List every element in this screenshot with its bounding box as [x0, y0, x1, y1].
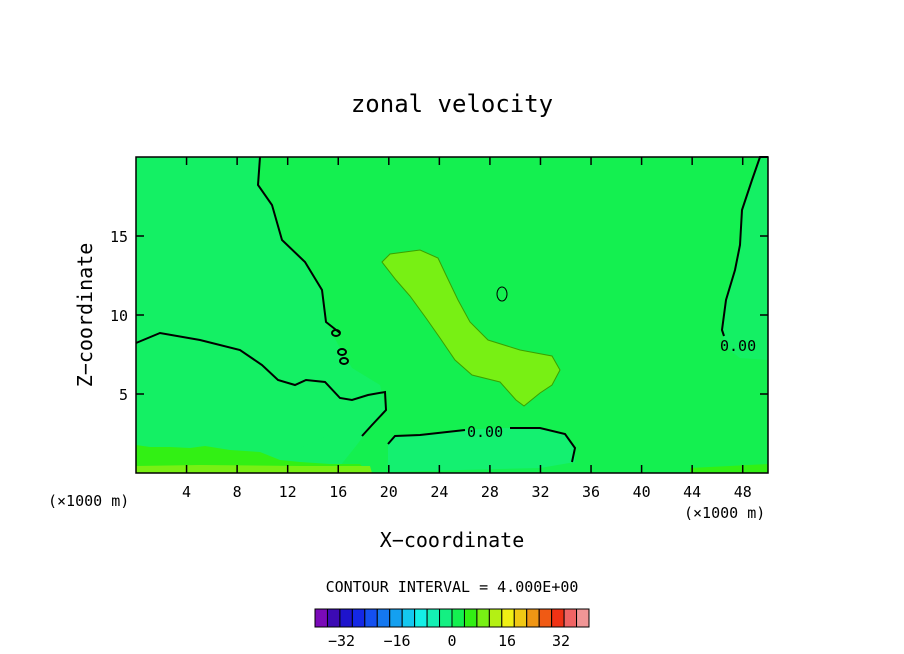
zero-contours	[135, 156, 768, 463]
x-units-right: (×1000 m)	[684, 504, 765, 522]
y-tick-label: 10	[110, 307, 128, 325]
x-tick-label: 48	[734, 483, 752, 501]
x-axis: 4 8 12 16 20 24 28 32 36 40 44 48	[182, 157, 752, 501]
colorbar-swatch	[476, 608, 490, 628]
colorbar-swatch	[501, 608, 515, 628]
colorbar-swatch	[439, 608, 453, 628]
contour-line	[496, 286, 508, 302]
colorbar	[314, 608, 590, 628]
colorbar-swatch	[326, 608, 341, 628]
colorbar-swatch	[364, 608, 378, 628]
chart-title: zonal velocity	[351, 90, 553, 118]
colorbar-swatch	[314, 608, 328, 628]
colorbar-tick-label: −16	[383, 632, 410, 650]
x-axis-label: X−coordinate	[380, 528, 525, 552]
colorbar-swatch	[538, 608, 553, 628]
y-tick-label: 5	[119, 386, 128, 404]
contour-line	[510, 427, 577, 463]
x-units-left: (×1000 m)	[48, 492, 129, 510]
colorbar-swatch	[513, 608, 528, 628]
colorbar-swatch	[463, 608, 478, 628]
y-axis-label: Z−coordinate	[73, 243, 97, 388]
contour-line	[339, 357, 349, 365]
contour-label-right: 0.00	[720, 337, 756, 355]
colorbar-swatch	[376, 608, 391, 628]
x-tick-label: 8	[233, 483, 242, 501]
contour-line	[337, 348, 347, 356]
y-axis: 5 10 15	[110, 228, 768, 404]
x-tick-label: 32	[531, 483, 549, 501]
colorbar-swatch	[401, 608, 416, 628]
colorbar-swatch	[526, 608, 540, 628]
colorbar-tick-label: 32	[552, 632, 570, 650]
x-tick-label: 12	[279, 483, 297, 501]
contour-line	[720, 156, 768, 337]
field-region-core	[381, 249, 561, 407]
field-region-low	[388, 428, 575, 472]
x-tick-label: 20	[380, 483, 398, 501]
colorbar-swatch	[551, 608, 565, 628]
colorbar-ticks: −32 −16 0 16 32	[328, 632, 570, 650]
colorbar-tick-label: −32	[328, 632, 355, 650]
field-region-right	[722, 157, 768, 360]
x-tick-label: 36	[582, 483, 600, 501]
contour-field	[136, 157, 768, 473]
field-region-surface	[136, 465, 372, 473]
colorbar-swatch	[488, 608, 503, 628]
contour-line	[331, 329, 341, 337]
contour-line	[387, 429, 466, 445]
colorbar-swatch	[426, 608, 441, 628]
colorbar-swatch	[576, 608, 590, 628]
colorbar-tick-label: 16	[498, 632, 516, 650]
contour-interval-text: CONTOUR INTERVAL = 4.000E+00	[326, 578, 579, 596]
colorbar-swatch	[414, 608, 428, 628]
field-region-bottom-right	[690, 464, 768, 473]
field-region-mid	[136, 333, 350, 455]
contour-line	[256, 156, 341, 334]
colorbar-swatch	[389, 608, 403, 628]
colorbar-tick-label: 0	[447, 632, 456, 650]
contour-label-lower: 0.00	[467, 423, 503, 441]
x-tick-label: 16	[329, 483, 347, 501]
contour-line	[135, 331, 388, 437]
x-tick-label: 4	[182, 483, 191, 501]
x-tick-label: 28	[481, 483, 499, 501]
colorbar-swatch	[563, 608, 578, 628]
x-tick-label: 24	[430, 483, 448, 501]
colorbar-swatch	[351, 608, 366, 628]
colorbar-swatch	[451, 608, 465, 628]
x-tick-label: 40	[633, 483, 651, 501]
y-tick-label: 15	[110, 228, 128, 246]
x-tick-label: 44	[683, 483, 701, 501]
colorbar-swatch	[339, 608, 353, 628]
